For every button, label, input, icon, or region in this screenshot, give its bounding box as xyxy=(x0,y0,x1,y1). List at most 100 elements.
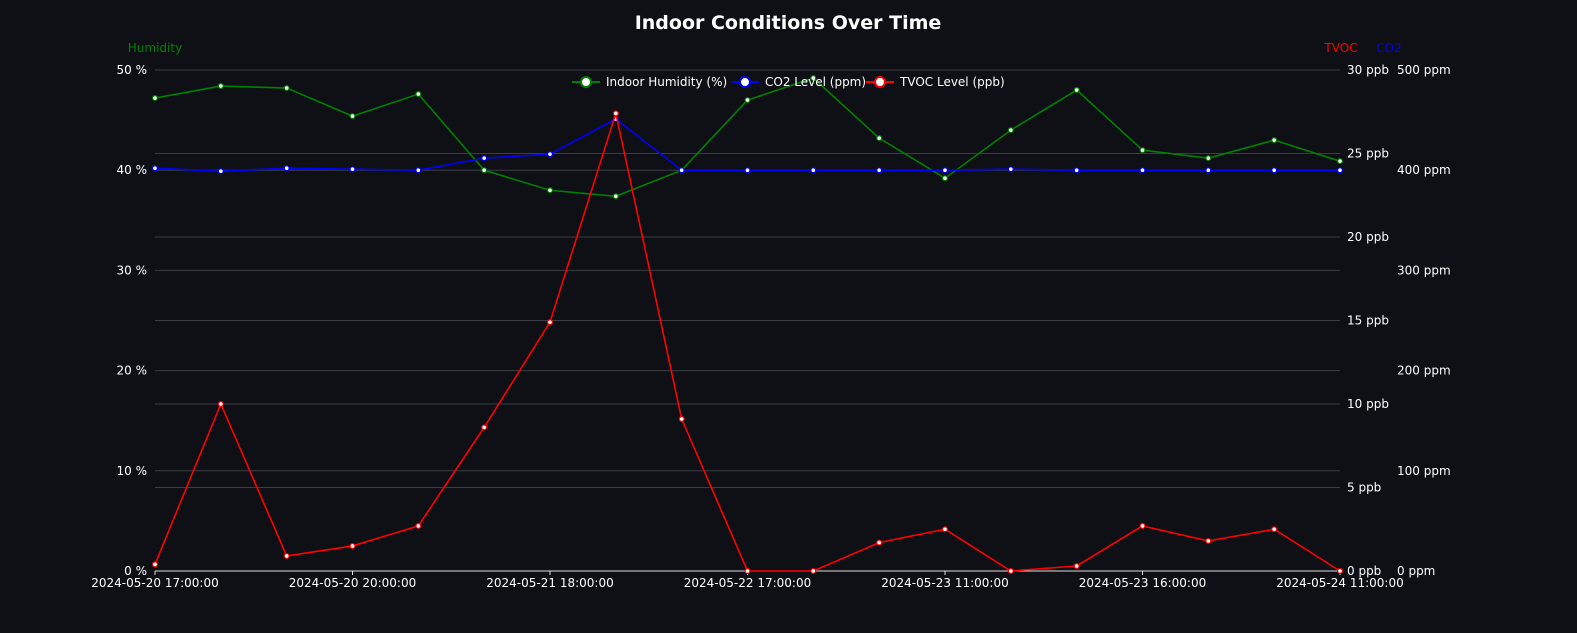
data-point[interactable] xyxy=(283,85,290,92)
data-point[interactable] xyxy=(546,151,553,158)
data-point[interactable] xyxy=(1139,147,1146,154)
data-point[interactable] xyxy=(1205,167,1212,174)
x-tick-label: 2024-05-24 11:00:00 xyxy=(1276,576,1403,590)
data-point[interactable] xyxy=(1073,562,1080,569)
chart-title: Indoor Conditions Over Time xyxy=(635,12,942,34)
data-point[interactable] xyxy=(283,552,290,559)
left-tick-label: 50 % xyxy=(117,63,148,77)
data-point[interactable] xyxy=(941,167,948,174)
gridlines xyxy=(155,69,1340,572)
data-point[interactable] xyxy=(1139,522,1146,529)
data-point[interactable] xyxy=(1073,87,1080,94)
series-line xyxy=(154,77,1341,198)
co2-tick-label: 0 ppm xyxy=(1397,564,1435,578)
data-point[interactable] xyxy=(1073,167,1080,174)
data-point[interactable] xyxy=(283,165,290,172)
legend: Indoor Humidity (%) CO2 Level (ppm) TVOC L… xyxy=(572,75,1005,89)
tvoc-axis-ticks: 0 ppb 5 ppb 10 ppb 15 ppb 20 ppb 25 ppb 30 ppb xyxy=(1347,63,1389,578)
tvoc-tick-label: 10 ppb xyxy=(1347,397,1389,411)
left-axis-name: Humidity xyxy=(128,41,182,55)
data-point[interactable] xyxy=(217,168,224,175)
data-point[interactable] xyxy=(678,416,685,423)
co2-axis-ticks: 0 ppm 100 ppm 200 ppm 300 ppm 400 ppm 500 ppm xyxy=(1397,63,1451,578)
right-axis-tvoc-name: TVOC xyxy=(1323,41,1357,55)
data-point[interactable] xyxy=(1336,167,1343,174)
data-point[interactable] xyxy=(1271,137,1278,144)
right-axis-co2-name: CO2 xyxy=(1376,41,1401,55)
series-line xyxy=(154,118,1340,173)
left-tick-label: 10 % xyxy=(117,464,148,478)
tvoc-tick-label: 20 ppb xyxy=(1347,230,1389,244)
tvoc-tick-label: 30 ppb xyxy=(1347,63,1389,77)
left-tick-label: 30 % xyxy=(117,263,148,277)
tvoc-tick-label: 25 ppb xyxy=(1347,147,1389,161)
left-tick-label: 40 % xyxy=(117,163,148,177)
data-point[interactable] xyxy=(612,110,619,117)
data-point[interactable] xyxy=(152,95,159,102)
legend-item[interactable]: Indoor Humidity (%) xyxy=(572,75,727,89)
data-point[interactable] xyxy=(546,319,553,326)
data-point[interactable] xyxy=(810,167,817,174)
data-point[interactable] xyxy=(481,167,488,174)
data-point[interactable] xyxy=(1336,567,1343,574)
data-point[interactable] xyxy=(415,167,422,174)
data-point[interactable] xyxy=(481,424,488,431)
data-point[interactable] xyxy=(349,166,356,173)
legend-label: CO2 Level (ppm) xyxy=(765,75,866,89)
data-point[interactable] xyxy=(1007,127,1014,134)
data-point[interactable] xyxy=(349,542,356,549)
data-point[interactable] xyxy=(415,91,422,98)
series-layer xyxy=(152,75,1343,574)
data-point[interactable] xyxy=(876,167,883,174)
legend-item[interactable]: CO2 Level (ppm) xyxy=(731,75,866,89)
data-point[interactable] xyxy=(941,526,948,533)
legend-label: Indoor Humidity (%) xyxy=(606,75,727,89)
data-point[interactable] xyxy=(876,135,883,142)
data-point[interactable] xyxy=(1139,167,1146,174)
data-point[interactable] xyxy=(481,155,488,162)
data-point[interactable] xyxy=(217,401,224,408)
data-point[interactable] xyxy=(1205,537,1212,544)
legend-marker xyxy=(874,76,886,88)
data-point[interactable] xyxy=(941,175,948,182)
data-point[interactable] xyxy=(810,75,817,82)
x-tick-label: 2024-05-20 17:00:00 xyxy=(91,576,218,590)
co2-tick-label: 400 ppm xyxy=(1397,163,1451,177)
co2-tick-label: 200 ppm xyxy=(1397,364,1451,378)
data-point[interactable] xyxy=(152,561,159,568)
data-point[interactable] xyxy=(152,165,159,172)
x-tick-label: 2024-05-20 20:00:00 xyxy=(289,576,416,590)
data-point[interactable] xyxy=(1205,155,1212,162)
data-point[interactable] xyxy=(546,187,553,194)
data-point[interactable] xyxy=(1007,166,1014,173)
data-point[interactable] xyxy=(349,113,356,120)
data-point[interactable] xyxy=(612,193,619,200)
data-point[interactable] xyxy=(1007,567,1014,574)
data-point[interactable] xyxy=(217,83,224,90)
data-point[interactable] xyxy=(744,167,751,174)
series-line xyxy=(154,110,1341,572)
data-point[interactable] xyxy=(810,567,817,574)
data-point[interactable] xyxy=(744,97,751,104)
data-point[interactable] xyxy=(678,167,685,174)
x-tick-label: 2024-05-22 17:00:00 xyxy=(684,576,811,590)
co2-tick-label: 300 ppm xyxy=(1397,263,1451,277)
data-point[interactable] xyxy=(415,522,422,529)
co2-tick-label: 500 ppm xyxy=(1397,63,1451,77)
left-axis-ticks: 0 % 10 % 20 % 30 % 40 % 50 % xyxy=(117,63,148,578)
series-2 xyxy=(152,110,1343,574)
data-point[interactable] xyxy=(876,539,883,546)
data-point[interactable] xyxy=(1336,158,1343,165)
tvoc-tick-label: 15 ppb xyxy=(1347,314,1389,328)
data-point[interactable] xyxy=(1271,167,1278,174)
series-0 xyxy=(152,75,1343,200)
x-tick-label: 2024-05-21 18:00:00 xyxy=(486,576,613,590)
left-tick-label: 20 % xyxy=(117,364,148,378)
data-point[interactable] xyxy=(744,567,751,574)
data-point[interactable] xyxy=(1271,526,1278,533)
legend-item[interactable]: TVOC Level (ppb) xyxy=(866,75,1005,89)
tvoc-tick-label: 5 ppb xyxy=(1347,481,1381,495)
left-tick-label: 0 % xyxy=(124,564,147,578)
